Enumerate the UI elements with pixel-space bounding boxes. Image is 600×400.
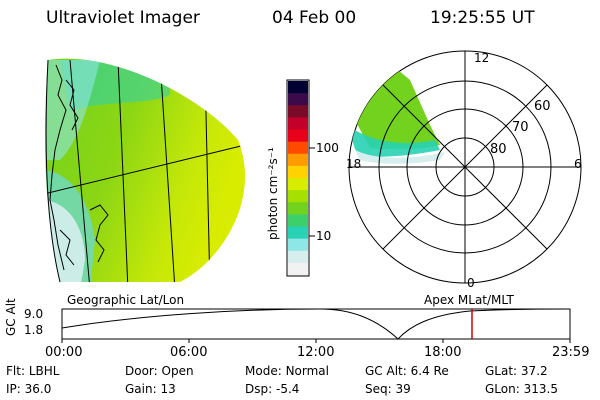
geographic-map: [45, 58, 246, 283]
colorbar-swatch: [288, 250, 308, 264]
colorbar-swatch: [288, 153, 308, 167]
mlt-label-0: 0: [467, 276, 475, 290]
altitude-ytick-min: 1.8: [24, 323, 44, 337]
time-label: 19:25:55 UT: [430, 8, 535, 28]
colorbar-unit-label: photon cm⁻²s⁻¹: [266, 147, 280, 240]
altitude-xtick-1: 06:00: [170, 345, 208, 360]
info-glon: GLon: 313.5: [485, 382, 558, 396]
colorbar-swatch: [288, 214, 308, 227]
colorbar-swatch: [288, 262, 308, 276]
altitude-y-label: GC Alt: [4, 298, 18, 336]
colorbar-tick-100: 100: [316, 141, 339, 155]
colorbar-swatch: [288, 117, 308, 130]
altitude-xtick-0: 00:00: [45, 345, 83, 360]
colorbar-swatch: [288, 190, 308, 203]
colorbar-tick-10: 10: [316, 229, 331, 243]
date-label: 04 Feb 00: [272, 8, 357, 28]
info-glat: GLat: 37.2: [485, 364, 548, 378]
info-dsp: Dsp: -5.4: [245, 382, 300, 396]
mlt-label-6: 6: [574, 157, 582, 171]
lat-label-60: 60: [534, 99, 551, 114]
info-gain: Gain: 13: [125, 382, 176, 396]
colorbar-swatch: [288, 81, 308, 94]
colorbar-swatch: [288, 202, 308, 215]
coastline: [49, 64, 109, 271]
left-panel-caption: Geographic Lat/Lon: [67, 293, 185, 307]
colorbar-swatch: [288, 105, 308, 118]
mlt-label-18: 18: [346, 157, 361, 171]
lat-label-80: 80: [490, 142, 507, 157]
auroral-emission-region: [45, 58, 246, 283]
mlt-label-12: 12: [474, 51, 489, 65]
right-panel-caption: Apex MLat/MLT: [424, 293, 514, 307]
info-door: Door: Open: [125, 364, 194, 378]
colorbar-swatch: [288, 165, 308, 179]
info-gc-alt: GC Alt: 6.4 Re: [365, 364, 449, 378]
colorbar-swatch: [288, 93, 308, 106]
polar-plot: 12 18 6 0 60 70 80: [346, 50, 582, 290]
colorbar-swatch: [288, 129, 308, 143]
altitude-xtick-3: 18:00: [424, 345, 462, 360]
polar-grid: [349, 51, 581, 283]
info-ip: IP: 36.0: [6, 382, 52, 396]
altitude-xtick-2: 12:00: [297, 345, 335, 360]
altitude-plot: [61, 308, 571, 343]
colorbar-swatch: [288, 178, 308, 191]
colorbar-swatch: [288, 141, 308, 155]
info-mode: Mode: Normal: [245, 364, 329, 378]
info-seq: Seq: 39: [365, 382, 411, 396]
colorbar-swatch: [288, 226, 308, 240]
info-flt: Flt: LBHL: [6, 364, 60, 378]
altitude-ytick-max: 9.0: [24, 307, 44, 321]
colorbar: 100 10 photon cm⁻²s⁻¹: [266, 79, 339, 277]
lat-label-70: 70: [512, 120, 529, 135]
colorbar-swatch: [288, 238, 308, 252]
altitude-xtick-4: 23:59: [552, 345, 590, 360]
instrument-title: Ultraviolet Imager: [46, 8, 200, 28]
